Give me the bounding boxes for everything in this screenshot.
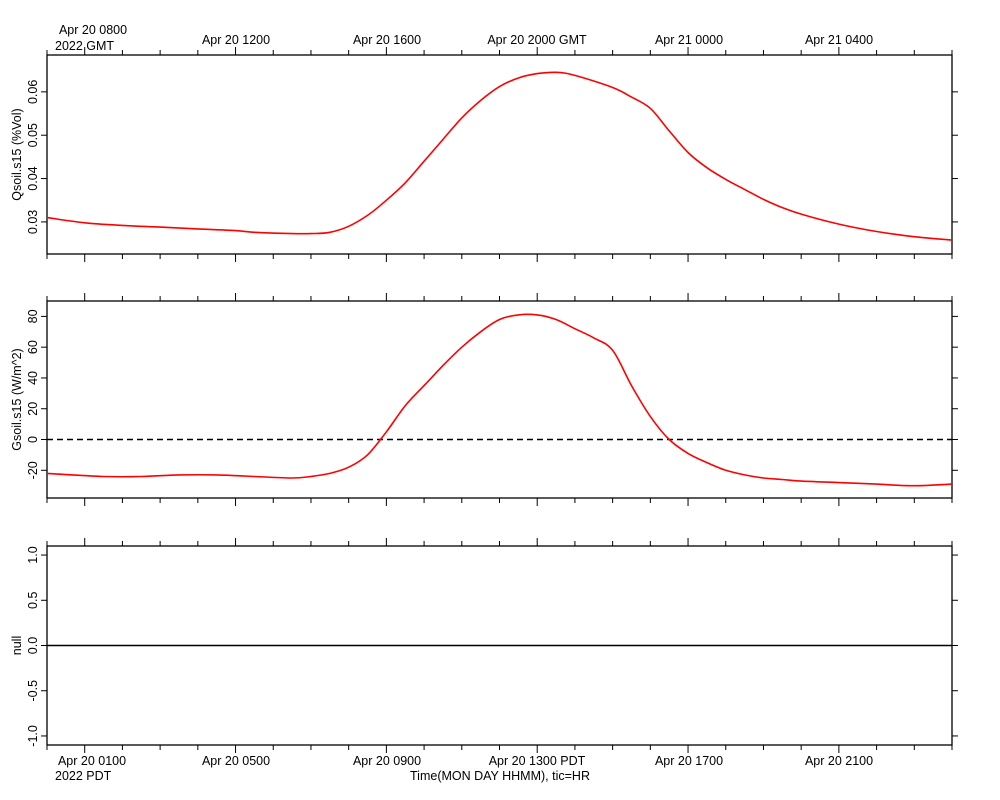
y-tick-label: -1.0 xyxy=(26,725,40,747)
y-axis-title: null xyxy=(10,636,24,655)
bottom-year-label: 2022 PDT xyxy=(55,769,112,783)
y-tick-label: 0 xyxy=(26,436,40,443)
bottom-tick-label: Apr 20 0900 xyxy=(353,754,421,768)
y-axis: -20 0 20 40 60 80 xyxy=(26,309,958,479)
x-tick-marks xyxy=(46,293,953,506)
bottom-tick-label: Apr 20 0500 xyxy=(202,754,270,768)
y-tick-label: 40 xyxy=(26,371,40,385)
y-tick-label: 0.5 xyxy=(26,592,40,609)
x-axis-title: Time(MON DAY HHMM), tic=HR xyxy=(410,769,590,783)
y-tick-label: 80 xyxy=(26,309,40,323)
y-axis-title: Qsoil.s15 (%Vol) xyxy=(10,108,24,200)
series-line xyxy=(46,313,953,487)
bottom-tick-label: Apr 20 1300 PDT xyxy=(489,754,586,768)
top-tick-label: Apr 20 1200 xyxy=(202,33,270,47)
y-tick-label: 0.03 xyxy=(26,210,40,234)
y-axis: -1.0 -0.5 0.0 0.5 1.0 xyxy=(26,546,958,747)
y-axis: 0.03 0.04 0.05 0.06 xyxy=(26,80,958,234)
panel-gsoil: -20 0 20 40 60 80 Gsoil.s15 (W/m^2) xyxy=(10,293,958,506)
bottom-axis-labels: Apr 20 0100 Apr 20 0500 Apr 20 0900 Apr … xyxy=(55,754,873,783)
top-tick-label: Apr 21 0400 xyxy=(805,33,873,47)
y-tick-label: -0.5 xyxy=(26,680,40,702)
top-tick-label: Apr 20 2000 GMT xyxy=(487,33,587,47)
x-tick-marks xyxy=(46,47,953,262)
y-tick-label: 0.04 xyxy=(26,166,40,190)
top-tick-label: Apr 20 1600 xyxy=(353,33,421,47)
series-line xyxy=(46,71,953,241)
bottom-tick-label: Apr 20 2100 xyxy=(805,754,873,768)
y-tick-label: 0.05 xyxy=(26,123,40,147)
y-tick-label: 20 xyxy=(26,402,40,416)
plot-frame xyxy=(46,300,953,499)
y-tick-label: -20 xyxy=(26,461,40,479)
y-tick-label: 0.0 xyxy=(26,637,40,654)
y-tick-label: 60 xyxy=(26,340,40,354)
top-tick-label: Apr 20 0800 xyxy=(59,23,127,37)
top-year-label: 2022 GMT xyxy=(55,39,114,53)
panel-null: -1.0 -0.5 0.0 0.5 1.0 null xyxy=(10,538,958,753)
y-axis-title: Gsoil.s15 (W/m^2) xyxy=(10,348,24,450)
x-tick-marks xyxy=(46,538,953,753)
top-tick-label: Apr 21 0000 xyxy=(655,33,723,47)
plot-frame xyxy=(46,54,953,255)
top-axis-labels: Apr 20 0800 Apr 20 1200 Apr 20 1600 Apr … xyxy=(55,23,873,53)
bottom-tick-label: Apr 20 1700 xyxy=(655,754,723,768)
bottom-tick-label: Apr 20 0100 xyxy=(58,754,126,768)
y-tick-label: 1.0 xyxy=(26,546,40,563)
y-tick-label: 0.06 xyxy=(26,80,40,104)
